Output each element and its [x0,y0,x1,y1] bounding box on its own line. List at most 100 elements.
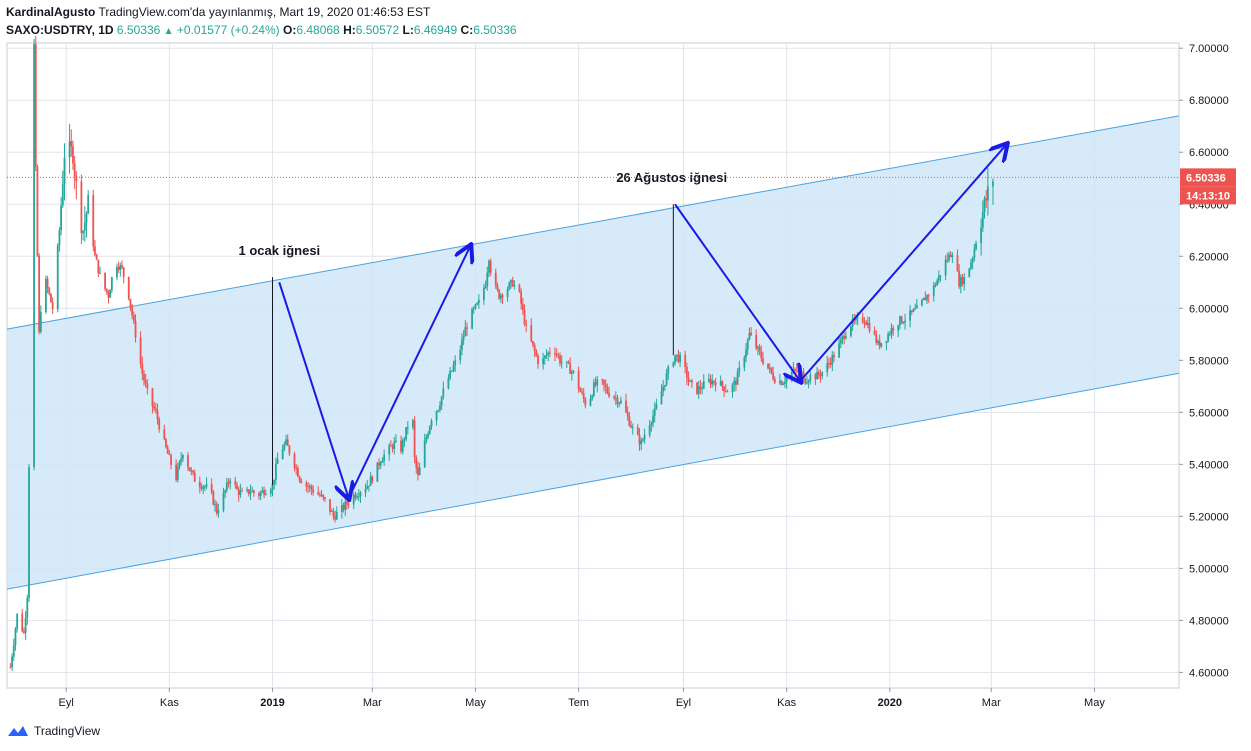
y-tick-label: 4.80000 [1189,615,1229,627]
candle-body [435,411,438,421]
y-tick-label: 6.80000 [1189,95,1229,107]
x-tick-label: 2020 [878,697,902,709]
candle-body [300,480,303,483]
parallel-channel[interactable] [7,115,1179,590]
candle-body [212,491,215,505]
candle-body [298,476,301,481]
candle-body [415,457,418,468]
candle-body [425,437,428,441]
candle-body [498,289,501,299]
candle-body [868,322,871,331]
candle-body [476,302,479,305]
candle-body [418,467,421,476]
candle-body [132,315,135,321]
candle-body [259,492,262,496]
symbol-label[interactable]: SAXO:USDTRY, 1D [6,23,114,37]
annotation-label-1-ocak[interactable]: 1 ocak iğnesi [239,243,321,258]
x-tick-label: Eyl [59,697,74,709]
candle-body [767,363,769,369]
candle-body [340,504,343,512]
candle-body [557,354,560,356]
candle-body [346,501,348,505]
candle-body [187,455,189,468]
candle-body [584,398,587,406]
published-line: TradingView.com'da yayınlanmış, Mart 19,… [98,5,431,19]
x-tick-label: Mar [363,697,382,709]
channel-lower-line[interactable] [6,372,1180,590]
candle-body [592,382,595,396]
candle-body [494,272,497,286]
candle-body [165,439,167,448]
candle-body [547,352,550,356]
candle-body [648,425,651,436]
y-tick-label: 6.00000 [1189,303,1229,315]
candle-body [797,370,800,372]
candle-body [577,370,580,389]
candle-body [44,278,47,313]
candle-body [131,306,134,316]
candle-body [73,163,76,177]
candle-body [110,277,113,291]
candle-body [601,379,604,381]
candle-body [24,617,27,633]
candle-body [263,490,265,495]
candle-body [352,494,355,505]
candle-body [317,492,320,495]
candle-body [134,320,137,338]
candle-body [888,334,891,336]
candle-body [762,358,764,364]
candle-body [225,482,228,491]
candle-body [423,440,426,468]
candle-body [472,308,475,310]
candle-body [286,439,289,446]
candle-body [696,382,698,394]
trend-arrow[interactable] [347,246,471,499]
candle-body [548,352,551,354]
candle-body [927,295,930,297]
candle-body [462,336,465,340]
x-tick-label: Tem [568,697,589,709]
candle-body [807,380,810,383]
candle-body [875,334,878,343]
tradingview-logo-icon[interactable] [6,724,30,738]
candle-body [582,392,585,399]
candle-body [12,645,15,657]
candle-body [26,597,29,618]
candle-body [94,246,96,255]
candle-body [760,351,763,359]
candle-body [535,351,538,356]
footer: TradingView [6,724,100,738]
candle-body [283,444,286,450]
candle-body [295,467,298,469]
candle-body [638,434,641,445]
candle-body [589,398,592,406]
candle-body [50,293,52,303]
trend-arrow[interactable] [674,203,800,381]
footer-brand[interactable]: TradingView [34,724,101,738]
candle-body [542,358,545,365]
candle-body [293,453,296,468]
candle-body [937,275,940,281]
trend-arrow[interactable] [278,281,348,498]
candle-body [105,288,108,293]
candle-body [92,194,95,247]
candle-body [755,335,758,349]
candle-body [342,504,345,510]
candle-body [483,287,485,300]
channel-upper-line[interactable] [6,115,1180,330]
publisher-name[interactable]: KardinalAgusto [6,5,96,19]
candle-body [104,272,106,289]
candle-body [347,504,350,506]
candle-body [38,255,41,332]
annotation-label-26-agustos[interactable]: 26 Ağustos iğnesi [616,170,727,185]
candle-body [701,388,703,390]
trend-arrow[interactable] [799,144,1006,382]
candle-body [334,516,336,520]
last-price: 6.50336 [116,23,161,37]
candle-body [281,449,284,460]
candle-body [269,489,272,494]
candle-body [596,379,599,386]
candle-body [193,472,196,482]
candle-body [484,285,487,288]
